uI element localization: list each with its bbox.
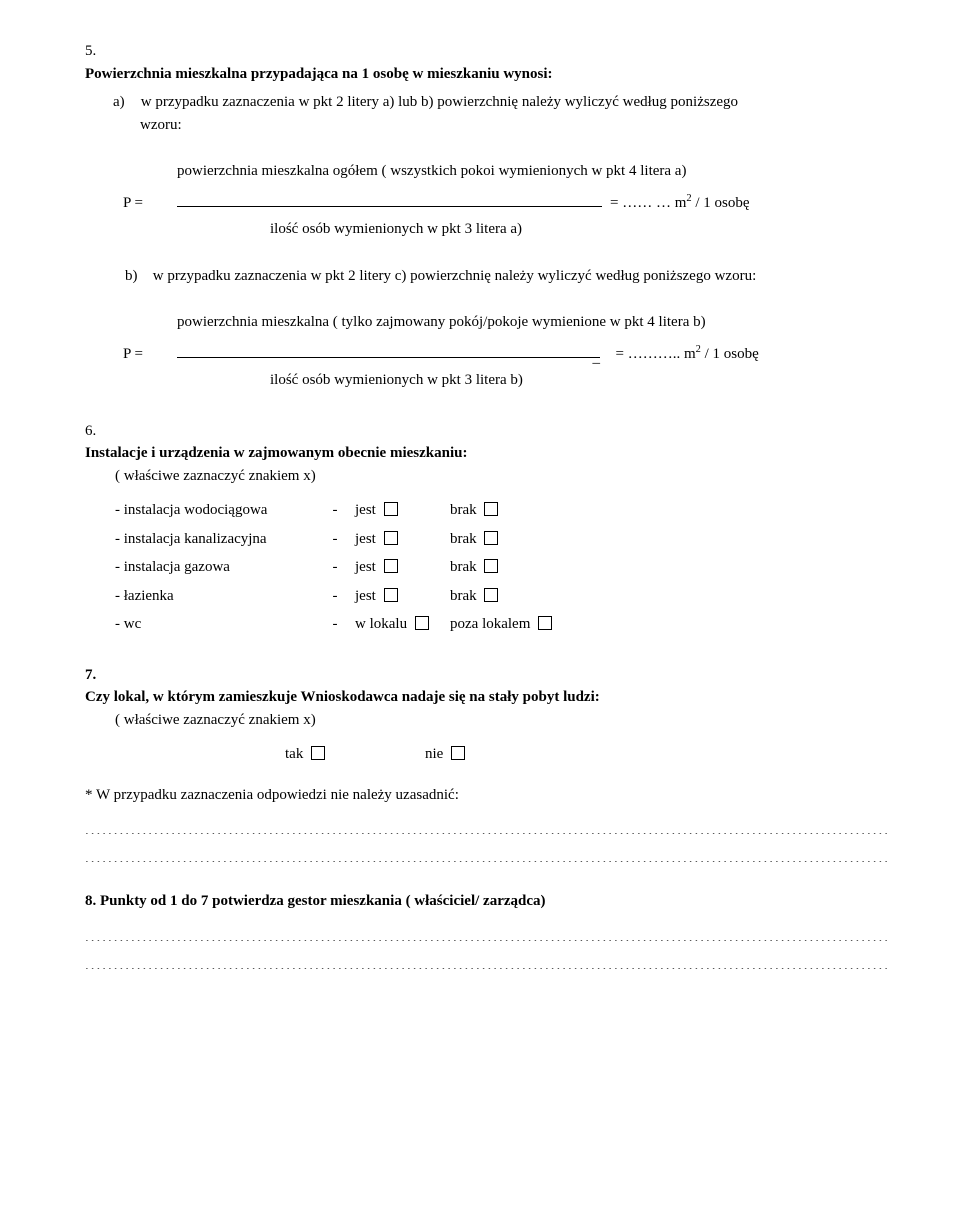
yes-no-row: tak nie xyxy=(285,743,890,766)
inst-label: - instalacja wodociągowa xyxy=(115,499,315,522)
dotted-line: ........................................… xyxy=(85,848,890,862)
section-5-a: a) w przypadku zaznaczenia w pkt 2 liter… xyxy=(85,91,890,114)
checkbox[interactable] xyxy=(484,559,498,573)
checkbox[interactable] xyxy=(384,531,398,545)
inst-label: - wc xyxy=(115,613,315,636)
checkbox[interactable] xyxy=(311,746,325,760)
inst-opt1: w lokalu xyxy=(355,616,407,632)
opt-tak: tak xyxy=(285,746,303,762)
formula-a-divider xyxy=(177,192,602,207)
inst-row: - instalacja gazowa - jest brak xyxy=(115,556,890,579)
section-6: 6. Instalacje i urządzenia w zajmowanym … xyxy=(85,420,890,636)
formula-b-peq: P = xyxy=(85,343,177,366)
dotted-line: ........................................… xyxy=(85,820,890,834)
justify-note: * W przypadku zaznaczenia odpowiedzi nie… xyxy=(85,784,890,807)
section-5-b: b) w przypadku zaznaczenia w pkt 2 liter… xyxy=(85,265,890,288)
formula-b: P = _ = ……….. m2 / 1 osobę xyxy=(85,342,890,366)
inst-opt1: jest xyxy=(355,531,376,547)
formula-b-per: / 1 osobę xyxy=(701,346,759,362)
section-8-title: Punkty od 1 do 7 potwierdza gestor miesz… xyxy=(100,893,546,909)
checkbox[interactable] xyxy=(384,588,398,602)
section-6-number: 6. xyxy=(85,420,115,443)
inst-row: - instalacja kanalizacyjna - jest brak xyxy=(115,528,890,551)
inst-dash: - xyxy=(315,556,355,579)
opt-nie: nie xyxy=(425,746,443,762)
inst-label: - łazienka xyxy=(115,585,315,608)
inst-opt2: poza lokalem xyxy=(450,616,530,632)
installations-list: - instalacja wodociągowa - jest brak - i… xyxy=(85,499,890,636)
checkbox[interactable] xyxy=(384,502,398,516)
section-8-heading: 8. Punkty od 1 do 7 potwierdza gestor mi… xyxy=(85,890,890,913)
checkbox[interactable] xyxy=(415,616,429,630)
formula-b-denominator: ilość osób wymienionych w pkt 3 litera b… xyxy=(85,369,890,392)
inst-opt1: jest xyxy=(355,588,376,604)
inst-dash: - xyxy=(315,613,355,636)
inst-dash: - xyxy=(315,528,355,551)
formula-b-tail-text: = ……….. m xyxy=(616,346,696,362)
formula-a-numerator: powierzchnia mieszkalna ogółem ( wszystk… xyxy=(85,160,890,183)
section-7-heading: 7. Czy lokal, w którym zamieszkuje Wnios… xyxy=(85,664,890,709)
section-7-note: ( właściwe zaznaczyć znakiem x) xyxy=(85,709,890,732)
section-5-number: 5. xyxy=(85,40,115,63)
inst-opt1: jest xyxy=(355,502,376,518)
inst-dash: - xyxy=(315,585,355,608)
text-a-line1: w przypadku zaznaczenia w pkt 2 litery a… xyxy=(141,94,738,110)
formula-a-tail-text: = …… … m xyxy=(610,195,686,211)
section-5: 5. Powierzchnia mieszkalna przypadająca … xyxy=(85,40,890,392)
inst-opt2: brak xyxy=(450,502,477,518)
section-6-note: ( właściwe zaznaczyć znakiem x) xyxy=(85,465,890,488)
section-6-heading: 6. Instalacje i urządzenia w zajmowanym … xyxy=(85,420,890,465)
formula-a-denominator: ilość osób wymienionych w pkt 3 litera a… xyxy=(85,218,890,241)
dotted-line: ........................................… xyxy=(85,955,890,969)
section-8-number: 8. xyxy=(85,893,96,909)
text-b-line1: w przypadku zaznaczenia w pkt 2 litery c… xyxy=(153,268,757,284)
inst-label: - instalacja gazowa xyxy=(115,556,315,579)
formula-b-divider: _ xyxy=(177,343,600,358)
inst-row: - łazienka - jest brak xyxy=(115,585,890,608)
inst-dash: - xyxy=(315,499,355,522)
section-5-title: Powierzchnia mieszkalna przypadająca na … xyxy=(85,66,553,82)
inst-opt2: brak xyxy=(450,559,477,575)
section-7-title: Czy lokal, w którym zamieszkuje Wnioskod… xyxy=(85,686,860,709)
text-a-line2: wzoru: xyxy=(85,114,890,137)
checkbox[interactable] xyxy=(484,502,498,516)
formula-b-result: = ……….. m2 / 1 osobę xyxy=(600,342,759,366)
section-7-number: 7. xyxy=(85,664,115,687)
checkbox[interactable] xyxy=(384,559,398,573)
formula-a-per: / 1 osobę xyxy=(692,195,750,211)
inst-opt1: jest xyxy=(355,559,376,575)
section-6-title: Instalacje i urządzenia w zajmowanym obe… xyxy=(85,442,860,465)
formula-a-result: = …… … m2 / 1 osobę xyxy=(602,191,750,215)
section-8: 8. Punkty od 1 do 7 potwierdza gestor mi… xyxy=(85,890,890,969)
dotted-line: ........................................… xyxy=(85,927,890,941)
checkbox[interactable] xyxy=(538,616,552,630)
label-b: b) xyxy=(125,265,149,288)
label-a: a) xyxy=(113,91,137,114)
checkbox[interactable] xyxy=(484,531,498,545)
formula-a-peq: P = xyxy=(85,192,177,215)
formula-b-numerator: powierzchnia mieszkalna ( tylko zajmowan… xyxy=(85,311,890,334)
inst-row: - instalacja wodociągowa - jest brak xyxy=(115,499,890,522)
inst-row: - wc - w lokalu poza lokalem xyxy=(115,613,890,636)
checkbox[interactable] xyxy=(451,746,465,760)
inst-label: - instalacja kanalizacyjna xyxy=(115,528,315,551)
checkbox[interactable] xyxy=(484,588,498,602)
section-7: 7. Czy lokal, w którym zamieszkuje Wnios… xyxy=(85,664,890,863)
inst-opt2: brak xyxy=(450,588,477,604)
formula-a: P = = …… … m2 / 1 osobę xyxy=(85,191,890,215)
inst-opt2: brak xyxy=(450,531,477,547)
section-5-heading: 5. Powierzchnia mieszkalna przypadająca … xyxy=(85,40,890,85)
